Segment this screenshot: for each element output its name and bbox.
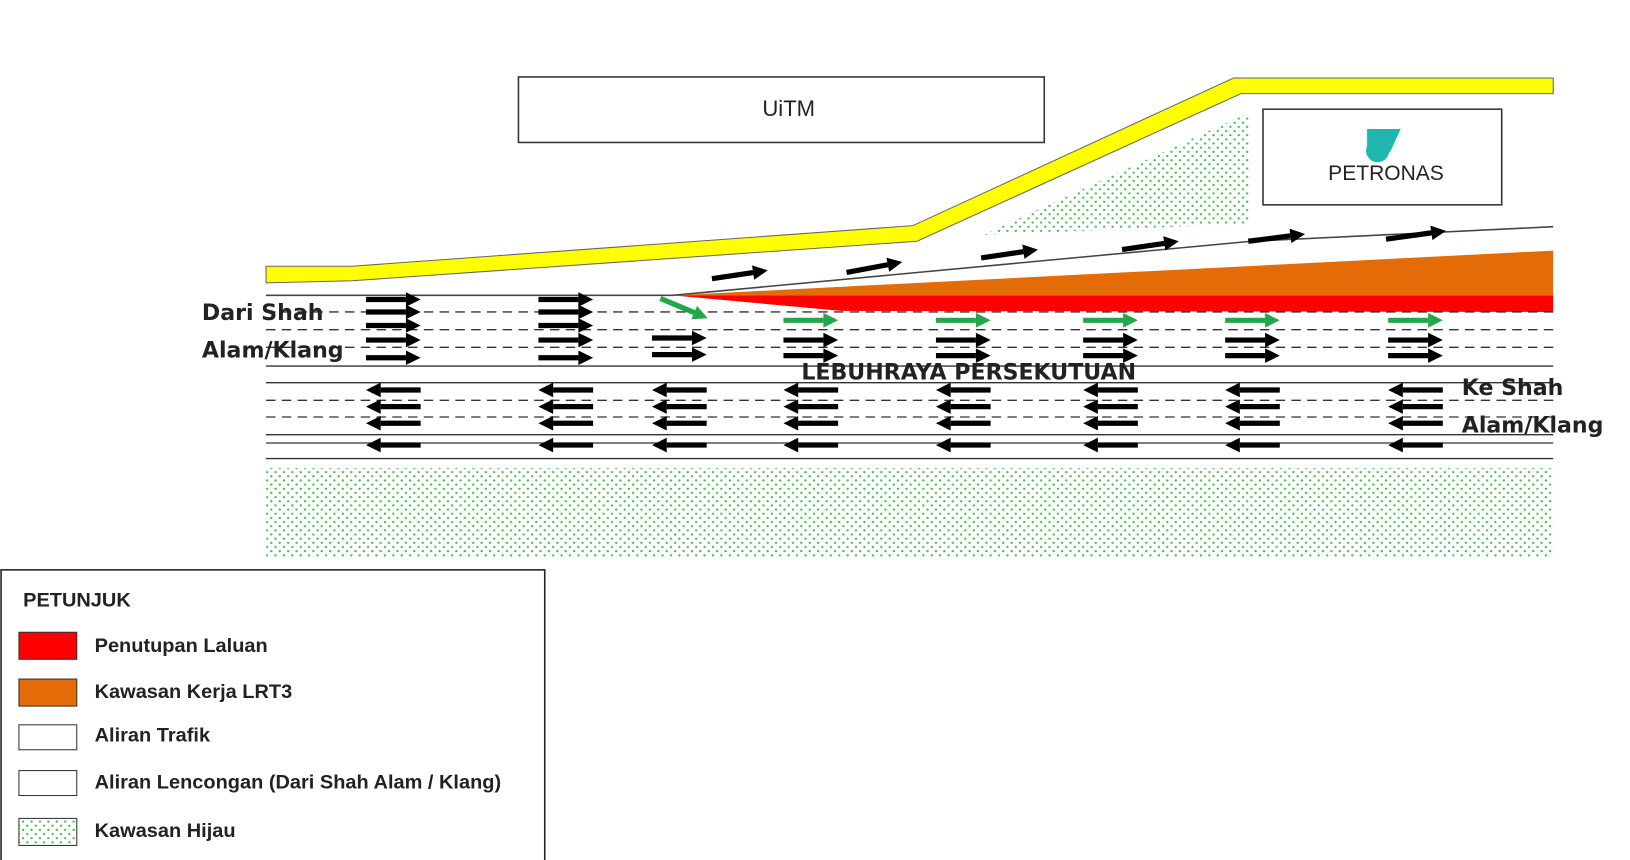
arrow (652, 415, 707, 431)
origin-label: Alam/Klang (202, 339, 344, 364)
legend-label: Aliran Trafik (95, 725, 211, 747)
kerb (265, 77, 1554, 284)
arrow (538, 318, 594, 333)
arrow (783, 382, 839, 398)
arrow (1388, 437, 1443, 453)
highway-label: LEBUHRAYA PERSEKUTUAN (801, 360, 1136, 385)
arrow (1385, 225, 1446, 242)
arrow (935, 399, 991, 414)
work-zone (673, 250, 1554, 296)
arrow (1083, 399, 1138, 414)
green-area-upper (983, 112, 1250, 236)
arrow (538, 350, 594, 366)
arrow (783, 348, 839, 363)
legend-swatch (18, 817, 78, 846)
arrow (1083, 332, 1138, 348)
arrow (935, 348, 991, 363)
arrow (935, 313, 991, 328)
lane-closure (673, 295, 1554, 312)
arrow (1083, 313, 1138, 328)
destination-label: Ke Shah (1462, 376, 1564, 401)
arrow (652, 347, 707, 362)
ramp-line (266, 225, 1554, 297)
arrow (365, 437, 421, 453)
petronas-logo (1366, 128, 1401, 163)
arrow (783, 313, 839, 328)
arrow (538, 304, 594, 320)
legend-label: Kawasan Hijau (95, 820, 236, 842)
arrow (1388, 382, 1443, 398)
arrow (1083, 437, 1138, 453)
legend-swatch (18, 678, 78, 707)
arrow (1225, 437, 1280, 453)
arrow (783, 437, 839, 453)
legend-label: Penutupan Laluan (95, 635, 268, 657)
arrow (538, 399, 594, 414)
arrow (935, 382, 991, 398)
arrow (365, 415, 421, 431)
arrow (1388, 399, 1443, 414)
arrow (365, 304, 421, 320)
legend-title: PETUNJUK (23, 589, 131, 611)
arrow (652, 437, 707, 453)
arrow (1083, 348, 1138, 363)
legend-label: Aliran Lencongan (Dari Shah Alam / Klang… (95, 771, 501, 793)
arrow (846, 257, 903, 276)
traffic-arrows (27, 225, 1446, 791)
green-area-lower (266, 467, 1554, 558)
arrow (538, 382, 594, 398)
uitm-box (517, 76, 1046, 144)
arrow (1083, 415, 1138, 431)
arrow (365, 292, 421, 307)
petronas-label: PETRONAS (1328, 162, 1444, 185)
arrow (365, 332, 421, 348)
origin-label: Dari Shah (202, 301, 324, 326)
arrow (980, 244, 1038, 261)
legend: PETUNJUK Penutupan Laluan Kawasan Kerja … (0, 569, 546, 860)
legend-label: Kawasan Kerja LRT3 (95, 681, 293, 703)
arrow (1388, 332, 1443, 348)
arrow (1225, 332, 1280, 348)
arrow (935, 332, 991, 348)
arrow (1247, 228, 1306, 244)
legend-swatch (18, 770, 78, 797)
arrow (783, 415, 839, 431)
arrow (1388, 348, 1443, 363)
arrow (365, 382, 421, 398)
arrow (538, 332, 594, 348)
arrow (783, 332, 839, 348)
arrow (652, 382, 707, 398)
arrow (365, 318, 421, 333)
arrow (538, 292, 594, 307)
arrow (652, 399, 707, 414)
arrow (1225, 313, 1280, 328)
legend-swatch (18, 631, 78, 660)
arrow (538, 437, 594, 453)
lane-lines (266, 311, 1554, 460)
legend-swatch (18, 724, 78, 751)
arrow (538, 415, 594, 431)
arrow (783, 399, 839, 414)
arrow (1225, 415, 1280, 431)
arrow (1225, 399, 1280, 414)
arrow (1121, 236, 1179, 253)
arrow (1388, 313, 1443, 328)
destination-label: Alam/Klang (1462, 413, 1604, 438)
arrow (1225, 382, 1280, 398)
legend-box (0, 569, 546, 860)
arrow (935, 437, 991, 453)
arrow (1083, 382, 1138, 398)
uitm-label: UiTM (762, 96, 815, 121)
arrow (365, 350, 421, 366)
arrow (365, 399, 421, 414)
arrow (1388, 415, 1443, 431)
arrow (935, 415, 991, 431)
arrow (652, 330, 707, 346)
arrow (659, 296, 708, 320)
arrow (1225, 348, 1280, 363)
arrow (711, 265, 768, 282)
